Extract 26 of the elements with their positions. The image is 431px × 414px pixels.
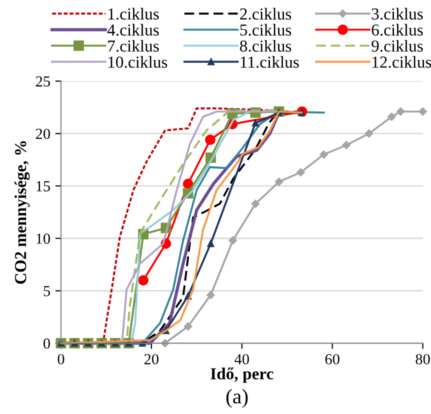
legend-label: 2.ciklus <box>240 8 292 20</box>
x-tick-label: 60 <box>325 354 340 364</box>
x-tick-label: 0 <box>58 354 64 364</box>
y-tick-label: 5 <box>44 286 50 296</box>
legend-label: 1.ciklus <box>108 8 159 20</box>
legend-label: 11.ciklus <box>240 56 299 68</box>
y-axis-title: CO2 mennyisége, % <box>14 141 30 284</box>
legend-label: 7.ciklus <box>108 40 159 52</box>
y-tick-label: 10 <box>36 234 50 244</box>
legend-label: 9.ciklus <box>372 40 423 52</box>
text: (a) <box>226 388 248 408</box>
legend-label: 12.ciklus <box>372 56 431 68</box>
legend-label: 4.ciklus <box>107 24 159 36</box>
y-tick-label: 25 <box>36 76 50 87</box>
x-axis-title: Idő, perc <box>210 367 274 383</box>
y-tick-label: 20 <box>36 128 50 140</box>
x-tick-label: 40 <box>234 354 249 364</box>
x-tick-label: 80 <box>416 354 430 364</box>
y-tick-label: 0 <box>44 338 50 349</box>
y-tick-label: 15 <box>36 181 50 192</box>
legend-label: 6.ciklus <box>372 24 423 36</box>
x-tick-label: 20 <box>144 354 158 364</box>
legend-label: 5.ciklus <box>240 24 292 36</box>
legend-label: 3.ciklus <box>372 8 423 20</box>
legend-label: 8.ciklus <box>240 40 292 52</box>
legend-label: 10.ciklus <box>108 56 168 68</box>
